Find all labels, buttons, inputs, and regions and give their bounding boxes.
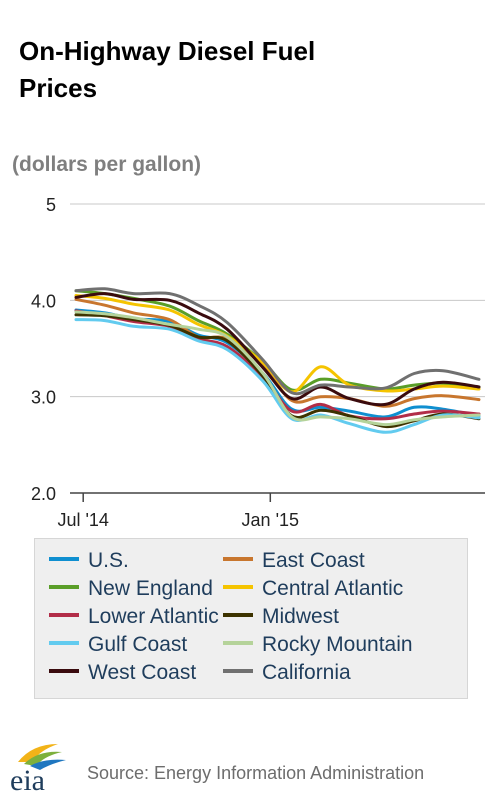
legend-label: Central Atlantic (262, 577, 404, 600)
legend-item: Midwest (223, 605, 339, 629)
legend-label: West Coast (88, 661, 197, 684)
eia-logo-text: eia (10, 764, 45, 794)
x-tick-label: Jan '15 (242, 510, 299, 530)
legend-item: Lower Atlantic (49, 605, 219, 629)
legend-label: Rocky Mountain (262, 633, 413, 656)
legend-swatch (49, 669, 79, 674)
legend-swatch (223, 613, 253, 618)
eia-logo-icon: eia (10, 744, 66, 794)
chart-legend: U.S. East Coast New England Central Atlanti… (34, 538, 468, 699)
legend-swatch (49, 557, 79, 562)
y-tick-label: 4.0 (31, 291, 56, 311)
source-note: Source: Energy Information Administratio… (87, 763, 425, 783)
legend-swatch (49, 585, 79, 590)
chart-title: On-Highway Diesel Fuel Prices (19, 36, 316, 103)
series-line-california (74, 287, 481, 396)
footer: eia Source: Energy Information Administr… (0, 738, 500, 800)
x-tick-label: Jul '14 (57, 510, 108, 530)
legend-label: New England (88, 577, 213, 600)
legend-label: U.S. (88, 549, 129, 572)
legend-item: New England (49, 577, 213, 601)
legend-label: East Coast (262, 549, 365, 572)
legend-swatch (49, 641, 79, 646)
series-line-midwest (74, 313, 481, 429)
y-tick-label: 5 (46, 195, 56, 215)
y-tick-label: 3.0 (31, 388, 56, 408)
legend-item: East Coast (223, 549, 365, 573)
series-line-gulf-coast (74, 318, 481, 434)
legend-swatch (223, 641, 253, 646)
legend-item: Central Atlantic (223, 577, 403, 601)
legend-swatch (49, 613, 79, 618)
legend-swatch (223, 585, 253, 590)
legend-label: Midwest (262, 605, 340, 628)
legend-item: West Coast (49, 661, 196, 685)
legend-item: U.S. (49, 549, 129, 573)
legend-swatch (223, 669, 253, 674)
legend-swatch (223, 557, 253, 562)
series-line-rocky-mountain (74, 310, 481, 427)
legend-item: Gulf Coast (49, 633, 187, 657)
legend-label: Lower Atlantic (88, 605, 219, 628)
legend-label: California (262, 661, 351, 684)
series-line-west-coast (74, 292, 481, 407)
y-tick-label: 2.0 (31, 484, 56, 504)
legend-item: California (223, 661, 351, 685)
legend-label: Gulf Coast (88, 633, 188, 656)
legend-item: Rocky Mountain (223, 633, 413, 657)
y-axis-unit-label: (dollars per gallon) (12, 153, 202, 176)
